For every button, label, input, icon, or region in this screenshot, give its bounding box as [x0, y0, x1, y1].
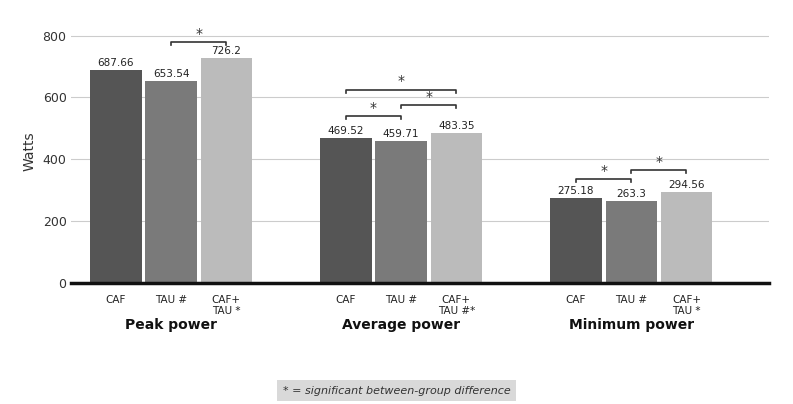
Text: *: *	[195, 27, 202, 40]
Bar	[145, 81, 197, 283]
Text: *: *	[425, 90, 432, 104]
Text: 653.54: 653.54	[153, 69, 190, 79]
Text: *: *	[600, 164, 607, 178]
Text: *: *	[397, 74, 404, 88]
Text: 687.66: 687.66	[98, 58, 134, 68]
Text: CAF+
TAU *: CAF+ TAU *	[212, 295, 241, 316]
Text: 263.3: 263.3	[616, 189, 646, 199]
Text: TAU #: TAU #	[385, 295, 417, 305]
Text: *: *	[655, 155, 662, 169]
Text: CAF: CAF	[565, 295, 586, 305]
Text: 469.52: 469.52	[328, 126, 364, 136]
Text: 459.71: 459.71	[383, 128, 419, 139]
Text: 726.2: 726.2	[212, 46, 241, 56]
Text: *: *	[370, 101, 377, 115]
Bar	[201, 59, 252, 283]
Text: TAU #: TAU #	[615, 295, 647, 305]
Text: 275.18: 275.18	[557, 185, 594, 196]
Text: TAU #: TAU #	[155, 295, 187, 305]
Bar	[550, 198, 602, 283]
Bar	[320, 138, 372, 283]
Text: CAF: CAF	[335, 295, 356, 305]
Bar	[431, 133, 482, 283]
Text: 483.35: 483.35	[438, 121, 474, 131]
Text: CAF+
TAU #*: CAF+ TAU #*	[438, 295, 475, 316]
Bar	[90, 70, 141, 283]
Text: Average power: Average power	[342, 318, 460, 332]
Bar	[661, 192, 712, 283]
Text: Peak power: Peak power	[125, 318, 217, 332]
Text: Minimum power: Minimum power	[569, 318, 694, 332]
Bar	[375, 141, 427, 283]
Text: * = significant between-group difference: * = significant between-group difference	[282, 386, 511, 396]
Text: 294.56: 294.56	[668, 180, 705, 189]
Text: CAF: CAF	[105, 295, 126, 305]
Text: CAF+
TAU *: CAF+ TAU *	[672, 295, 701, 316]
Bar	[606, 202, 657, 283]
Y-axis label: Watts: Watts	[23, 132, 37, 171]
